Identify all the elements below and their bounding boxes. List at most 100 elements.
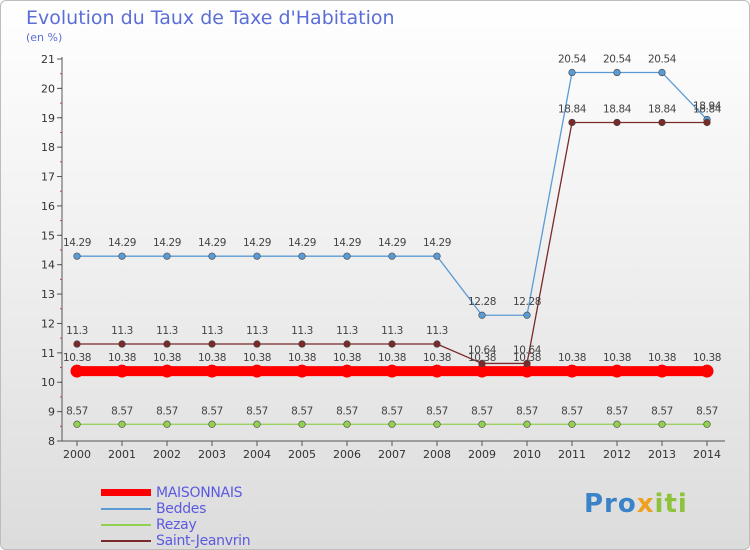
data-label: 10.38 (423, 352, 451, 364)
y-tick-label: 9 (48, 406, 55, 419)
logo-part-1: Pro (584, 489, 637, 519)
data-label: 8.57 (516, 405, 538, 417)
data-label: 10.38 (198, 352, 226, 364)
legend-label: Saint-Jeanvrin (156, 533, 251, 549)
data-point (388, 252, 396, 260)
data-point (208, 420, 216, 428)
y-tick-label: 18 (41, 141, 55, 154)
data-label: 11.3 (156, 325, 178, 337)
data-point (118, 252, 126, 260)
data-label: 11.3 (246, 325, 268, 337)
data-label: 10.38 (603, 352, 631, 364)
data-point (433, 340, 441, 348)
y-unit-label: (en %) (26, 31, 63, 44)
x-tick-label: 2000 (63, 448, 91, 461)
data-point (298, 340, 306, 348)
data-point (298, 420, 306, 428)
data-label: 10.38 (243, 352, 271, 364)
data-label: 8.57 (111, 405, 133, 417)
data-label: 18.84 (603, 103, 632, 115)
data-label: 11.3 (201, 325, 223, 337)
y-tick-label: 8 (48, 435, 55, 448)
data-label: 8.57 (291, 405, 313, 417)
x-tick-label: 2005 (288, 448, 316, 461)
x-tick-label: 2010 (513, 448, 541, 461)
data-point (295, 364, 309, 378)
data-label: 10.38 (648, 352, 676, 364)
data-label: 10.38 (468, 352, 496, 364)
data-label: 18.94 (693, 101, 722, 113)
data-point (613, 118, 621, 127)
y-tick-label: 14 (41, 259, 55, 272)
legend-label: Beddes (156, 501, 207, 517)
x-tick-label: 2013 (648, 448, 676, 461)
data-label: 10.38 (108, 352, 136, 364)
proxiti-logo: Proxiti (584, 489, 688, 519)
data-point (475, 364, 489, 378)
x-tick-label: 2007 (378, 448, 406, 461)
data-label: 10.38 (558, 352, 586, 364)
data-point (343, 252, 351, 260)
data-label: 10.38 (153, 352, 181, 364)
y-tick-label: 11 (41, 347, 55, 360)
legend-swatch (101, 508, 151, 510)
x-tick-label: 2006 (333, 448, 361, 461)
data-label: 10.38 (63, 352, 91, 364)
data-point (73, 420, 81, 428)
data-point (205, 364, 219, 378)
data-point (253, 340, 261, 348)
data-point (385, 364, 399, 378)
y-tick-label: 13 (41, 288, 55, 301)
data-label: 8.57 (606, 405, 628, 417)
data-label: 18.84 (558, 103, 587, 115)
x-tick-label: 2002 (153, 448, 181, 461)
data-label: 8.57 (336, 405, 358, 417)
data-point (655, 364, 669, 378)
data-point (433, 420, 441, 428)
data-label: 8.57 (246, 405, 268, 417)
data-point (250, 364, 264, 378)
data-label: 10.38 (378, 352, 406, 364)
data-label: 11.3 (111, 325, 133, 337)
data-point (163, 420, 171, 428)
data-point (388, 340, 396, 348)
data-point (70, 364, 84, 378)
data-point (523, 420, 531, 428)
data-point (163, 252, 171, 260)
x-tick-label: 2009 (468, 448, 496, 461)
data-label: 14.29 (153, 237, 181, 249)
data-label: 14.29 (198, 237, 226, 249)
data-point (115, 364, 129, 378)
data-label: 14.29 (423, 237, 451, 249)
data-label: 10.38 (333, 352, 361, 364)
data-point (73, 252, 81, 260)
data-label: 11.3 (426, 325, 448, 337)
data-point (568, 420, 576, 428)
data-point (613, 68, 621, 77)
x-tick-label: 2012 (603, 448, 631, 461)
data-point (388, 420, 396, 428)
data-point (163, 340, 171, 348)
data-label: 8.57 (66, 405, 88, 417)
x-tick-label: 2008 (423, 448, 451, 461)
data-point (568, 68, 576, 77)
y-tick-label: 20 (41, 82, 55, 95)
data-point (253, 420, 261, 428)
x-tick-label: 2014 (693, 448, 721, 461)
data-label: 10.64 (468, 344, 497, 356)
legend-swatch (101, 524, 151, 526)
data-label: 20.54 (648, 54, 677, 66)
data-point (658, 68, 666, 77)
data-point (343, 340, 351, 348)
x-tick-label: 2003 (198, 448, 226, 461)
data-point (703, 420, 711, 428)
data-point (433, 252, 441, 260)
data-point (160, 364, 174, 378)
data-point (610, 364, 624, 378)
data-label: 11.3 (66, 325, 88, 337)
data-point (430, 364, 444, 378)
legend-swatch (101, 489, 151, 496)
data-label: 8.57 (381, 405, 403, 417)
